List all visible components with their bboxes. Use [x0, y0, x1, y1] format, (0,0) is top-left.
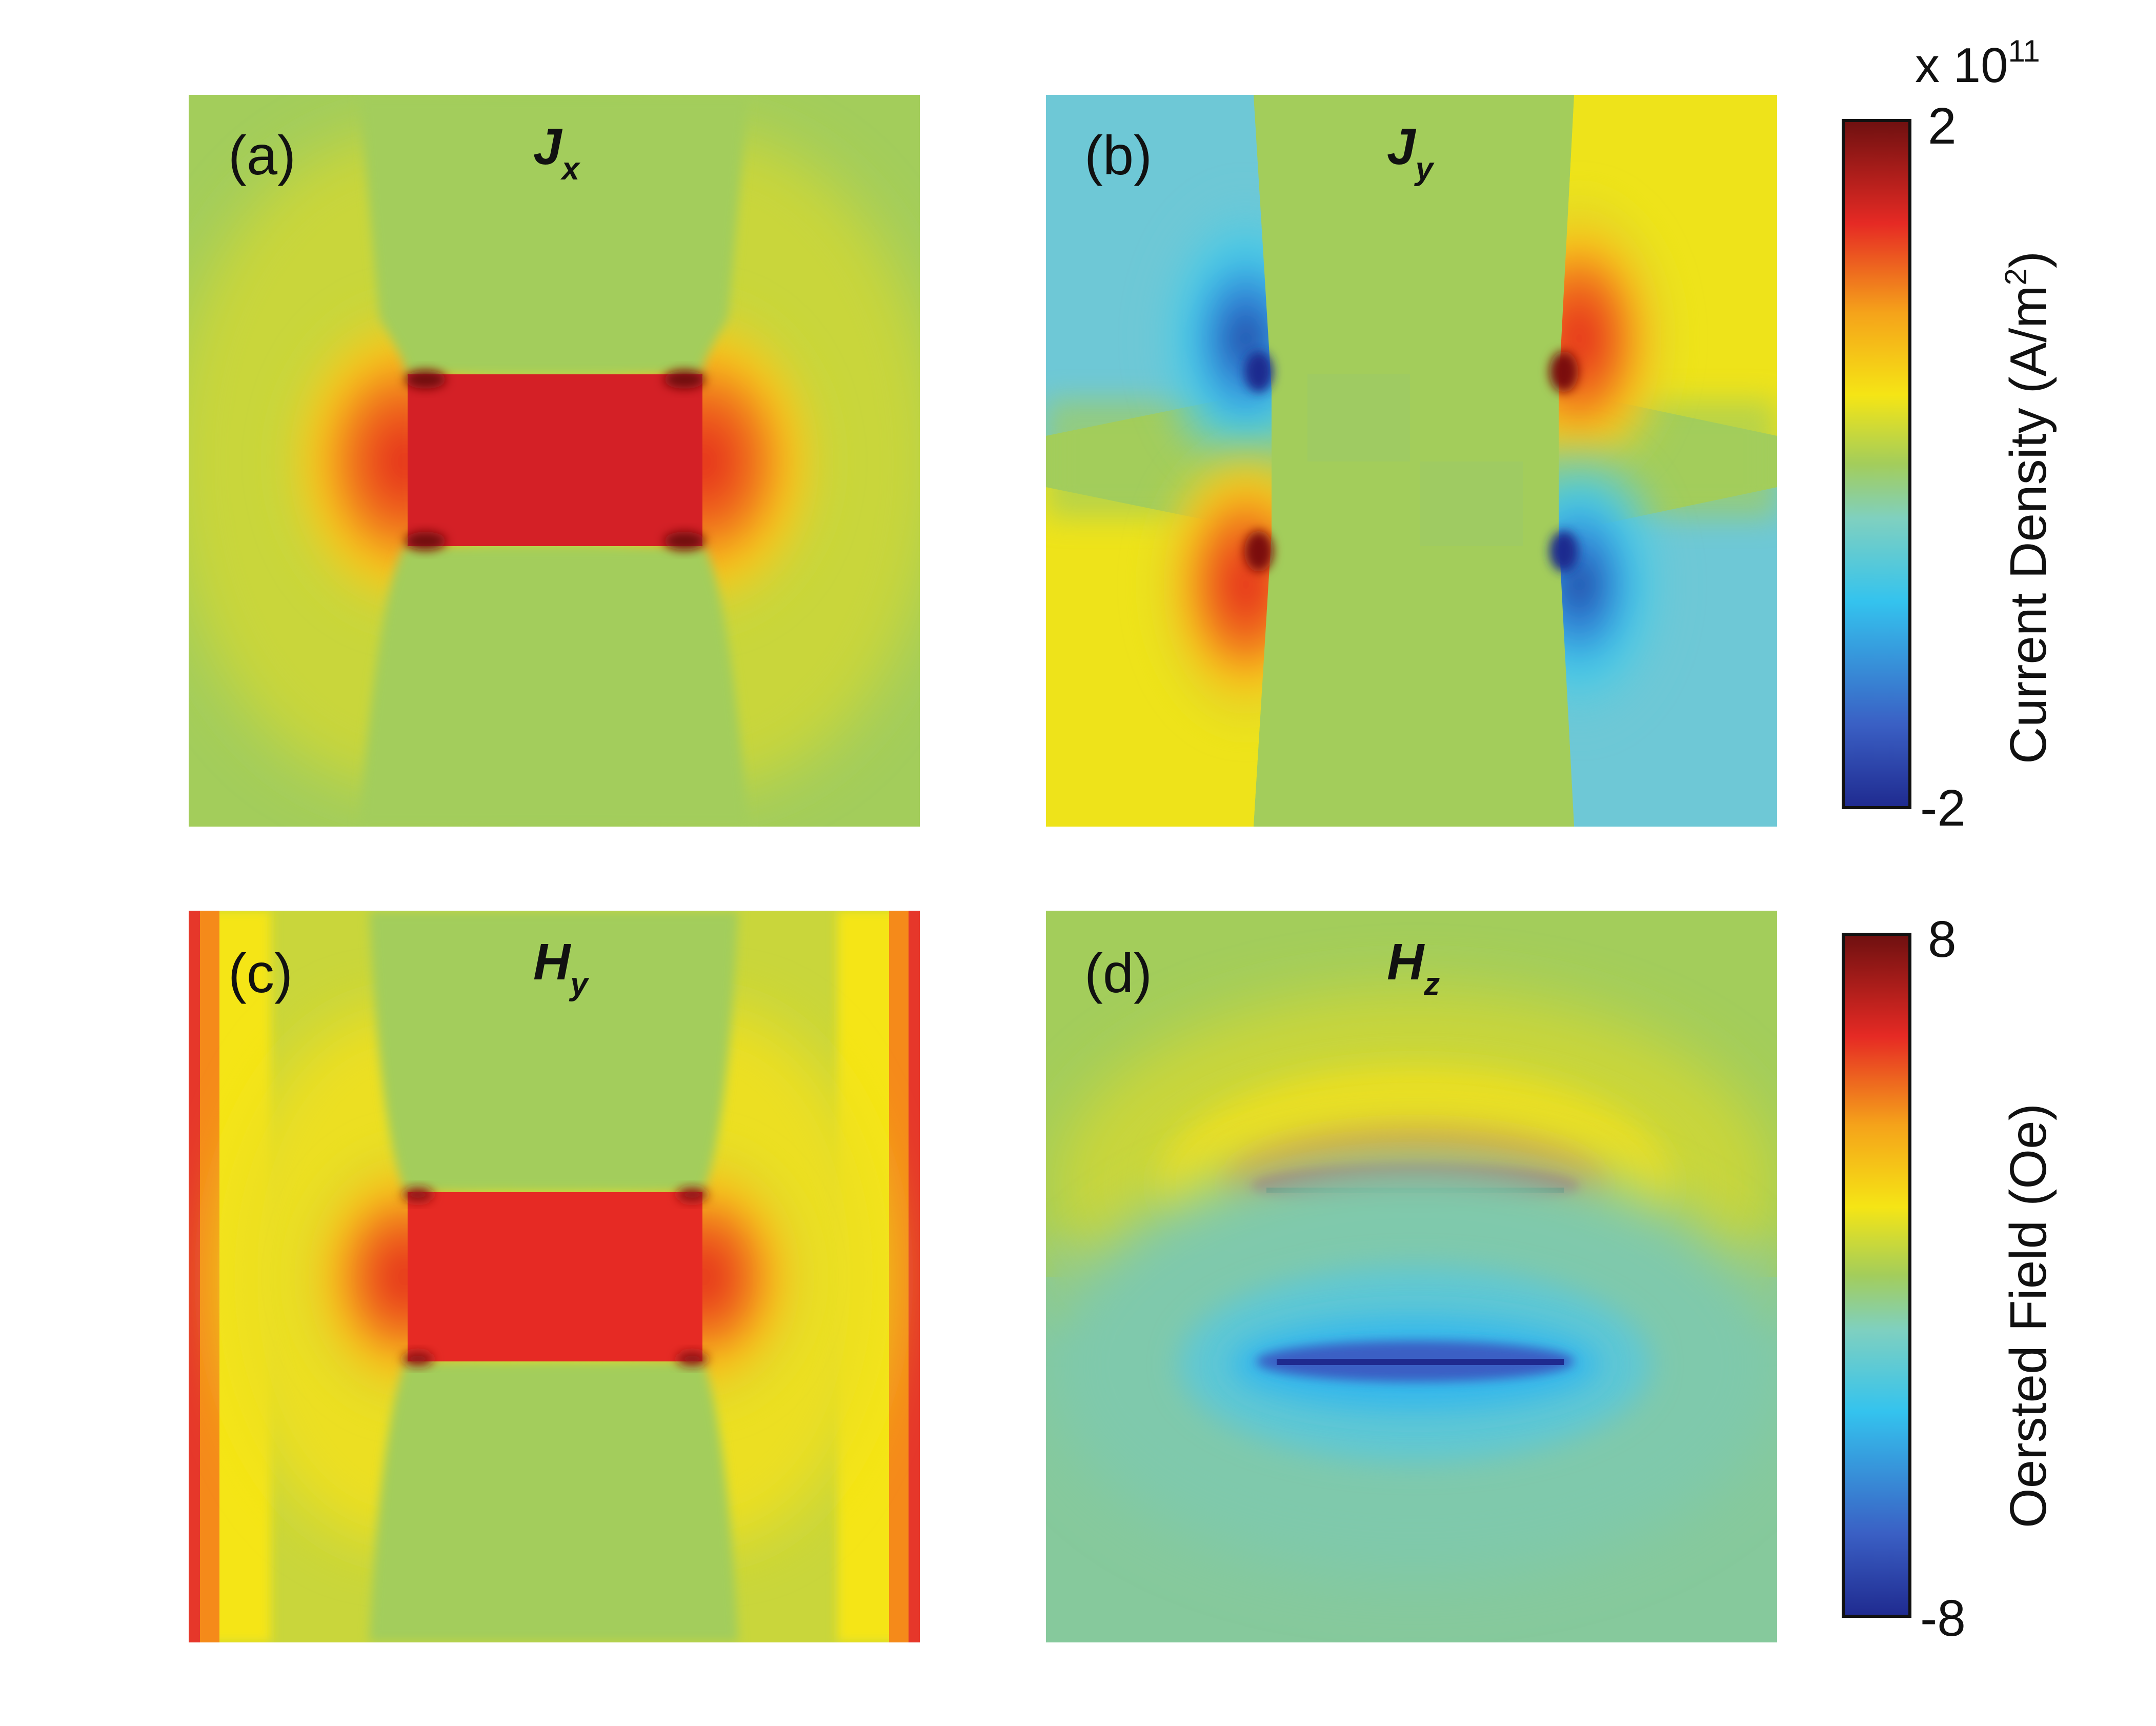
colorbar-current-density-exponent: x 1011 — [1915, 34, 2040, 93]
colorbar-current-density-label-suffix: ) — [2000, 251, 2057, 268]
panel-c-central-bar — [408, 1192, 702, 1361]
panel-a-title: Jx — [533, 118, 581, 187]
colorbar-current-density: x 1011 2 -2 Current Density (A/m2) — [1842, 34, 2057, 837]
panel-a-corner-tr — [664, 370, 705, 389]
colorbar-oersted-field-min-tick: -8 — [1920, 1590, 1966, 1647]
panel-a-title-subscript: x — [560, 151, 581, 187]
panel-b-center-shade-right — [1420, 461, 1523, 546]
panel-b-title: Jy — [1387, 118, 1435, 187]
panel-c-label: (c) — [228, 942, 293, 1004]
panel-c-corner-tl — [402, 1188, 433, 1202]
panel-a-bottom-funnel — [359, 546, 749, 827]
colorbar-current-density-label-sup: 2 — [1999, 268, 2033, 285]
panel-b-title-subscript: y — [1414, 151, 1435, 187]
panel-c-title-main: H — [533, 933, 571, 991]
panel-d-title-subscript: z — [1423, 967, 1440, 1002]
panel-c-corner-tr — [677, 1188, 708, 1202]
panel-c-hy-heatmap — [189, 911, 920, 1642]
panel-c-bottom-funnel — [369, 1361, 738, 1642]
colorbar-current-density-label-main: Current Density (A/m — [2000, 285, 2057, 764]
panel-b-jy-heatmap — [1046, 95, 1777, 827]
panel-a-top-funnel — [359, 95, 749, 374]
panel-a-corner-tl — [405, 370, 446, 389]
colorbar-exponent-power: 11 — [2008, 34, 2040, 68]
panel-b-hotspot-tl — [1244, 351, 1273, 392]
panel-b-hotspot-bl — [1244, 531, 1273, 572]
panel-d-hz-heatmap — [1046, 911, 1777, 1642]
colorbar-current-density-min-tick: -2 — [1920, 779, 1966, 837]
panel-d-lower-wire — [1277, 1359, 1564, 1365]
colorbar-oersted-field-label: Oersted Field (Oe) — [2000, 1103, 2057, 1528]
colorbar-current-density-label: Current Density (A/m2) — [1999, 251, 2057, 764]
panel-b-bottom-channel — [1254, 533, 1574, 827]
colorbar-current-density-max-tick: 2 — [1928, 97, 1957, 155]
panel-c-title-subscript: y — [569, 967, 590, 1002]
panel-a-corner-bl — [405, 532, 446, 550]
panel-d-title: Hz — [1387, 933, 1440, 1002]
panel-a-corner-br — [664, 532, 705, 550]
colorbar-oersted-field-max-tick: 8 — [1928, 911, 1957, 968]
panel-c-corner-bl — [402, 1352, 433, 1366]
panel-b-center-shade-left — [1307, 374, 1410, 461]
panel-a-central-bar — [408, 374, 702, 546]
panel-b-top-channel — [1254, 95, 1574, 390]
panel-c-right-edge-red — [909, 911, 920, 1642]
panel-c-top-funnel — [369, 911, 738, 1192]
panel-a-title-main: J — [533, 118, 563, 175]
panel-d-label: (d) — [1084, 942, 1152, 1004]
colorbar-exponent-prefix: x 10 — [1915, 38, 2008, 93]
panel-b-hotspot-br — [1549, 531, 1578, 572]
panel-a-label: (a) — [228, 124, 296, 186]
panel-b-label: (b) — [1084, 124, 1152, 186]
colorbar-oersted-field: 8 -8 Oersted Field (Oe) — [1842, 911, 2057, 1647]
colorbar-current-density-scale — [1842, 119, 1911, 809]
colorbar-oersted-field-scale — [1842, 933, 1911, 1618]
panel-c-corner-br — [677, 1352, 708, 1366]
panel-d-title-main: H — [1387, 933, 1425, 991]
panel-c-left-edge-red — [189, 911, 200, 1642]
panel-b-title-main: J — [1387, 118, 1417, 175]
panel-a-jx-heatmap — [189, 95, 920, 827]
panel-c-title: Hy — [533, 933, 590, 1002]
panel-b-hotspot-tr — [1549, 351, 1578, 392]
